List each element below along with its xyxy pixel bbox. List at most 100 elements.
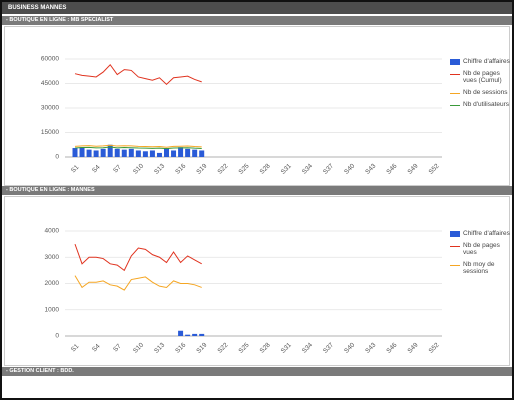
x-tick-label: S37 [322,341,335,354]
legend-item[interactable]: Nb de pages vues (Cumul) [450,70,512,84]
chart: 0 15000 30000 45000 60000 S1 S4 S7 S10 S13 S16 S19 S… [41,56,442,176]
line [74,243,202,272]
legend: Chiffre d'affaires Nb de pages vues (Cumu… [450,58,512,113]
bar [164,148,170,157]
x-tick-label: S22 [216,341,229,354]
x-tick-label: S40 [343,341,356,354]
y-tick-label: 45000 [41,80,59,87]
bar [192,149,198,157]
y-tick-label: 0 [55,154,59,161]
x-tick-label: S52 [428,341,441,354]
x-tick-label: S52 [428,162,441,175]
legend-label: Nb d'utilisateurs [463,101,510,108]
x-tick-label: S31 [280,162,293,175]
x-tick-label: S10 [132,341,145,354]
legend-item[interactable]: Chiffre d'affaires [450,58,512,65]
y-tick-label: 0 [55,333,59,340]
x-tick-label: S49 [406,162,419,175]
x-tick-label: S34 [301,162,314,175]
x-tick-label: S49 [406,341,419,354]
bar [135,150,141,157]
section-header[interactable]: - BOUTIQUE EN LIGNE : MANNES [2,186,512,195]
bar [185,148,191,157]
x-tick-label: S16 [174,341,187,354]
bar [72,148,78,157]
x-tick-label: S37 [322,162,335,175]
x-tick-label: S19 [195,341,208,354]
x-tick-label: S46 [385,162,398,175]
y-tick-label: 15000 [41,129,59,136]
bar [79,147,85,157]
y-tick-label: 3000 [45,254,60,261]
x-tick-label: S25 [238,162,251,175]
legend: Chiffre d'affaires Nb de pages vues Nb moy… [450,230,512,280]
x-tick-label: S10 [132,162,145,175]
legend-swatch [450,231,460,237]
x-tick-label: S16 [174,162,187,175]
legend-item[interactable]: Nb d'utilisateurs [450,101,512,108]
bar [100,148,106,157]
x-tick-label: S1 [70,164,81,175]
x-tick-label: S34 [301,341,314,354]
y-tick-label: 4000 [45,228,60,235]
line [74,275,202,291]
y-tick-label: 2000 [45,280,60,287]
y-tick-label: 1000 [45,306,60,313]
y-tick-label: 60000 [41,56,59,63]
legend-label: Nb de sessions [463,89,508,96]
legend-label: Nb de pages vues [463,242,500,256]
chart: 0 1000 2000 3000 4000 S1 S4 S7 S10 S13 S16 S19 S22 S2… [45,228,442,355]
x-tick-label: S40 [343,162,356,175]
chart-panel [4,26,510,186]
x-tick-label: S28 [259,341,272,354]
y-tick-label: 30000 [41,105,59,112]
legend-label: Nb de pages vues (Cumul) [463,70,502,84]
section-header[interactable]: - BOUTIQUE EN LIGNE : MB SPECIALIST [2,16,512,25]
legend-swatch [450,105,460,106]
bar [199,150,205,157]
x-tick-label: S31 [280,341,293,354]
bar [171,150,177,157]
x-tick-label: S46 [385,341,398,354]
legend-swatch [450,246,460,247]
x-tick-label: S22 [216,162,229,175]
x-tick-label: S7 [112,343,123,354]
legend-item[interactable]: Nb de sessions [450,89,512,96]
x-tick-label: S1 [70,343,81,354]
legend-item[interactable]: Chiffre d'affaires [450,230,512,237]
legend-swatch [450,74,460,75]
bar [121,149,127,157]
chart-panel [4,196,510,366]
legend-label: Chiffre d'affaires [463,58,510,65]
x-tick-label: S4 [91,343,102,354]
bar [178,330,184,336]
bar [128,148,134,157]
bar [199,333,205,336]
x-tick-label: S4 [91,164,102,175]
section-header[interactable]: - GESTION CLIENT : BDD. [2,367,512,376]
legend-swatch [450,93,460,94]
legend-item[interactable]: Nb de pages vues [450,242,512,256]
x-tick-label: S19 [195,162,208,175]
bar [185,334,191,336]
legend-label: Nb moy de sessions [463,261,495,275]
bar [178,147,184,157]
x-tick-label: S28 [259,162,272,175]
legend-swatch [450,265,460,266]
bar [149,150,155,157]
legend-label: Chiffre d'affaires [463,230,510,237]
x-tick-label: S13 [153,341,166,354]
bar [107,144,113,157]
x-tick-label: S25 [238,341,251,354]
x-tick-label: S7 [112,164,123,175]
bar [114,148,120,157]
bar [142,151,148,157]
line [74,144,202,148]
bar [93,150,99,157]
legend-item[interactable]: Nb moy de sessions [450,261,512,275]
line [74,63,202,86]
x-tick-label: S43 [364,341,377,354]
bar [192,333,198,336]
bar [156,152,162,157]
